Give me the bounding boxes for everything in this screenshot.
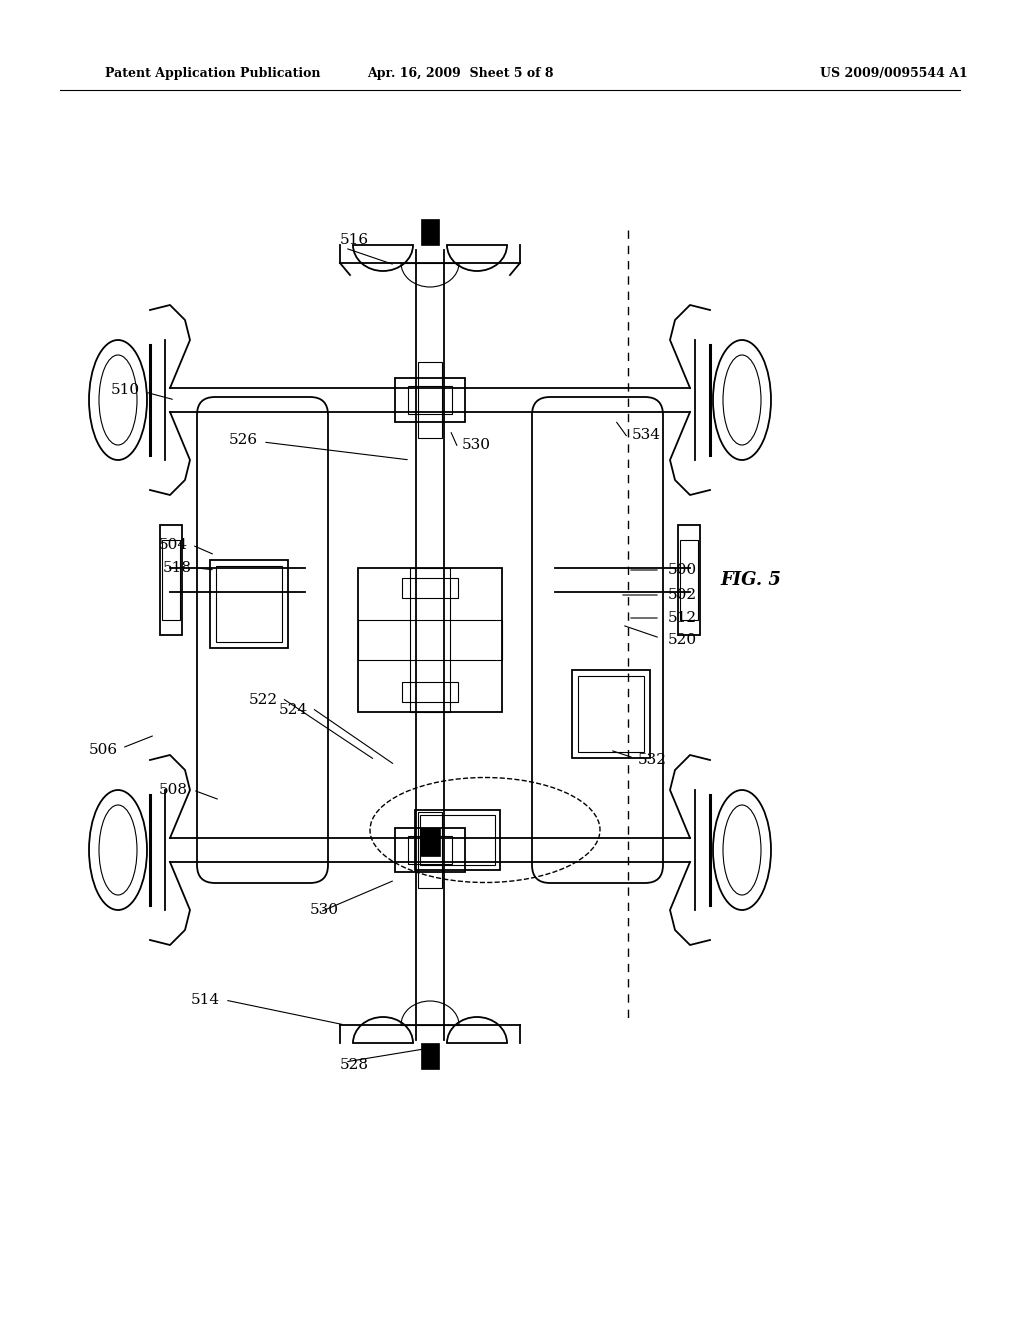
Bar — [408, 836, 452, 865]
Text: 502: 502 — [668, 587, 697, 602]
Text: 512: 512 — [668, 611, 697, 624]
Text: 526: 526 — [229, 433, 258, 447]
Text: 534: 534 — [632, 428, 662, 442]
Text: US 2009/0095544 A1: US 2009/0095544 A1 — [820, 66, 968, 79]
Bar — [421, 219, 439, 246]
Bar — [162, 540, 180, 620]
Bar — [216, 566, 282, 642]
Bar — [678, 525, 700, 635]
Bar — [418, 362, 442, 438]
Text: 516: 516 — [340, 234, 369, 247]
Text: 504: 504 — [159, 539, 188, 552]
Text: 530: 530 — [462, 438, 490, 451]
Text: FIG. 5: FIG. 5 — [720, 572, 781, 589]
Bar — [358, 568, 502, 711]
Text: 508: 508 — [159, 783, 188, 797]
Text: 500: 500 — [668, 564, 697, 577]
Bar — [680, 540, 698, 620]
Bar — [395, 828, 465, 873]
Bar — [160, 525, 182, 635]
Bar — [402, 578, 458, 598]
Text: 514: 514 — [190, 993, 220, 1007]
Text: Patent Application Publication: Patent Application Publication — [105, 66, 321, 79]
Bar — [572, 671, 650, 758]
Bar — [418, 812, 442, 888]
Bar — [578, 676, 644, 752]
Text: 532: 532 — [638, 752, 667, 767]
Text: 518: 518 — [163, 561, 193, 576]
Bar — [415, 810, 500, 870]
Bar — [420, 828, 440, 855]
Text: Apr. 16, 2009  Sheet 5 of 8: Apr. 16, 2009 Sheet 5 of 8 — [367, 66, 553, 79]
Bar — [402, 682, 458, 702]
Bar — [420, 814, 495, 865]
Bar — [358, 620, 502, 660]
Text: 506: 506 — [89, 743, 118, 756]
Bar — [410, 568, 450, 711]
Text: 524: 524 — [279, 704, 308, 717]
Text: 528: 528 — [340, 1059, 369, 1072]
Bar — [210, 560, 288, 648]
Bar — [395, 378, 465, 422]
Bar — [408, 385, 452, 414]
Text: 520: 520 — [668, 634, 697, 647]
Text: 522: 522 — [249, 693, 278, 708]
Text: 530: 530 — [310, 903, 339, 917]
Text: 510: 510 — [111, 383, 140, 397]
Bar — [421, 1043, 439, 1069]
